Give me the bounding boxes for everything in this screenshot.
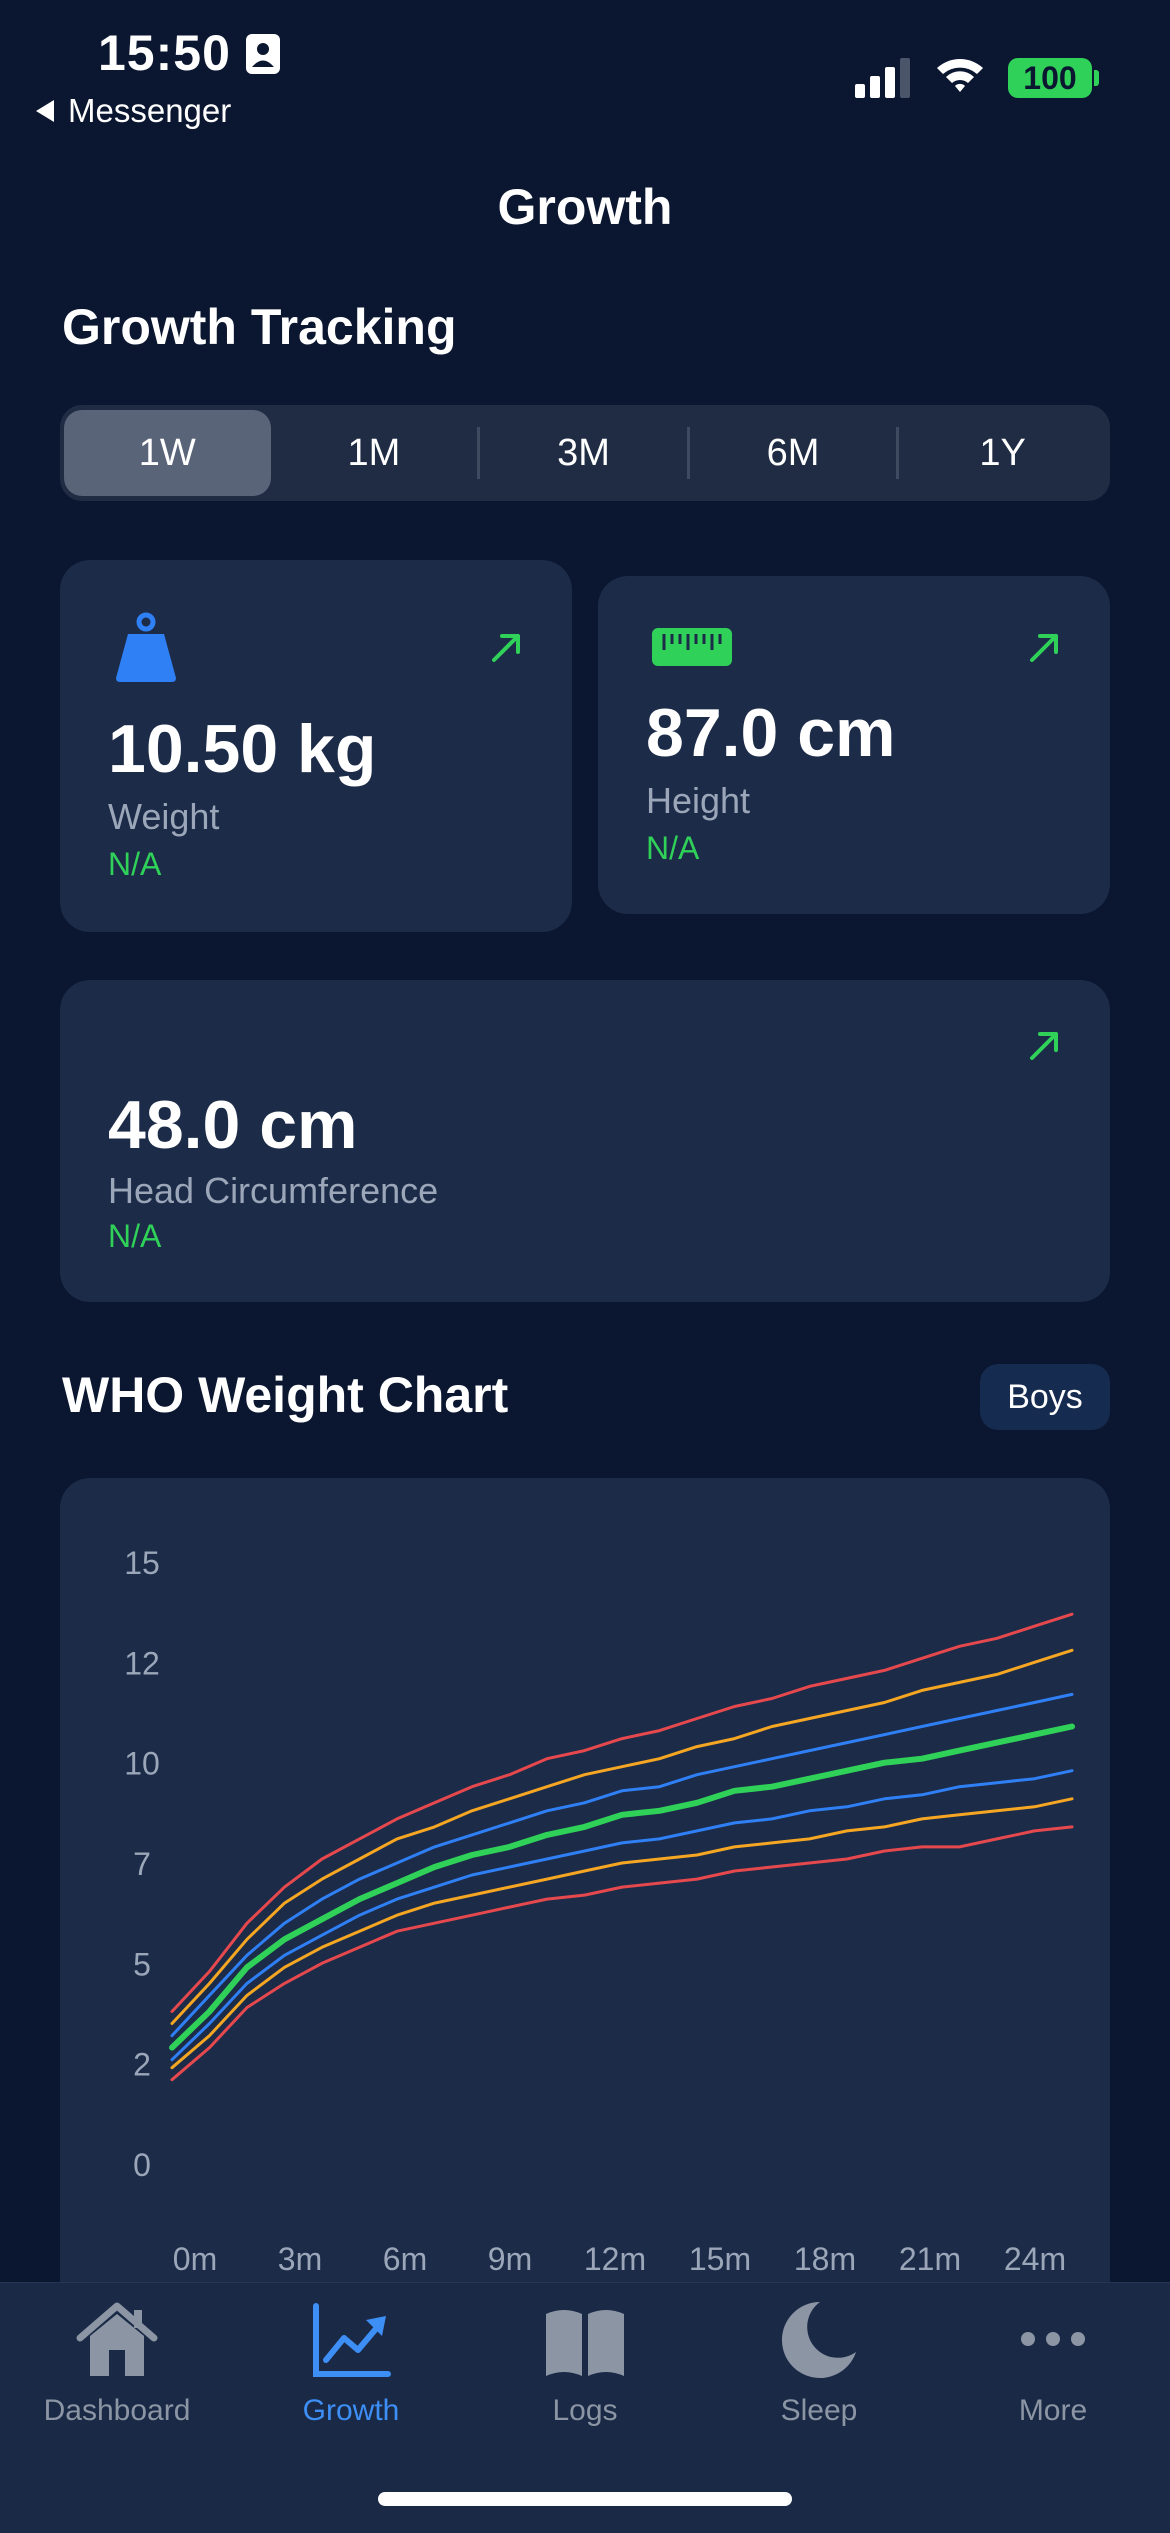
back-triangle-icon bbox=[36, 100, 54, 122]
height-label: Height bbox=[646, 780, 751, 821]
battery-tip bbox=[1094, 70, 1099, 86]
time-range-selector: 1W 1M 3M 6M 1Y bbox=[60, 405, 1110, 501]
tab-logs[interactable]: Logs bbox=[468, 2294, 702, 2428]
tab-bar bbox=[0, 2282, 1170, 2533]
tab-sleep[interactable]: Sleep bbox=[702, 2294, 936, 2428]
back-to-messenger[interactable]: Messenger bbox=[36, 92, 231, 130]
percentile-line-0 bbox=[170, 1825, 1074, 2082]
y-tick-label: 0 bbox=[133, 2147, 151, 2183]
range-1y[interactable]: 1Y bbox=[979, 431, 1026, 474]
height-card[interactable]: 87.0 cm Height N/A bbox=[598, 576, 1110, 914]
tab-label: Growth bbox=[302, 2394, 400, 2427]
x-tick-label: 24m bbox=[1004, 2241, 1066, 2277]
x-tick-label: 0m bbox=[173, 2241, 217, 2277]
percentile-line-5 bbox=[170, 1648, 1074, 2025]
battery-indicator: 100 bbox=[1008, 58, 1092, 98]
x-tick-label: 6m bbox=[383, 2241, 427, 2277]
tab-more[interactable]: More bbox=[936, 2294, 1170, 2428]
head-circumference-card[interactable]: 48.0 cm Head Circumference N/A bbox=[60, 980, 1110, 1302]
y-tick-label: 10 bbox=[124, 1746, 160, 1782]
segment-divider bbox=[477, 427, 481, 479]
weight-card[interactable]: 10.50 kg Weight N/A bbox=[60, 560, 572, 932]
gender-badge[interactable]: Boys bbox=[980, 1364, 1110, 1430]
x-tick-label: 15m bbox=[689, 2241, 751, 2277]
x-tick-label: 21m bbox=[899, 2241, 961, 2277]
weight-change: N/A bbox=[108, 846, 162, 882]
wifi-icon bbox=[937, 59, 983, 92]
x-tick-label: 3m bbox=[278, 2241, 322, 2277]
percentile-line-3 bbox=[169, 1723, 1075, 2051]
x-tick-label: 9m bbox=[488, 2241, 532, 2277]
segment-divider bbox=[896, 427, 900, 479]
moon-icon bbox=[781, 2302, 856, 2378]
tab-growth[interactable]: Growth bbox=[234, 2294, 468, 2428]
home-indicator[interactable] bbox=[378, 2492, 792, 2506]
x-tick-label: 12m bbox=[584, 2241, 646, 2277]
x-tick-label: 18m bbox=[794, 2241, 856, 2277]
range-1m[interactable]: 1M bbox=[347, 431, 401, 474]
chart-icon bbox=[313, 2303, 391, 2377]
back-label: Messenger bbox=[68, 92, 232, 129]
page-title: Growth bbox=[497, 179, 673, 235]
trend-up-arrow-icon bbox=[492, 634, 520, 662]
weight-value: 10.50 kg bbox=[108, 711, 377, 787]
trend-up-arrow-icon bbox=[1030, 634, 1058, 662]
tab-label: More bbox=[1018, 2394, 1088, 2427]
percentile-line-1 bbox=[170, 1797, 1074, 2070]
segment-divider bbox=[686, 427, 690, 479]
height-change: N/A bbox=[646, 830, 700, 866]
weight-label: Weight bbox=[108, 796, 220, 837]
y-tick-label: 7 bbox=[133, 1846, 151, 1882]
percentile-line-2 bbox=[170, 1769, 1074, 2062]
percentile-line-6 bbox=[170, 1612, 1074, 2013]
who-chart-title: WHO Weight Chart bbox=[62, 1367, 509, 1423]
book-icon bbox=[546, 2310, 624, 2376]
range-1w[interactable]: 1W bbox=[64, 410, 271, 496]
ellipsis-icon bbox=[1021, 2332, 1085, 2346]
tab-dashboard[interactable]: Dashboard bbox=[0, 2294, 234, 2428]
head-circumference-label: Head Circumference bbox=[108, 1170, 439, 1211]
height-value: 87.0 cm bbox=[646, 695, 896, 771]
y-tick-label: 12 bbox=[124, 1645, 160, 1681]
status-time: 15:50 bbox=[98, 25, 231, 81]
ruler-icon bbox=[652, 628, 732, 666]
cellular-signal-icon bbox=[855, 58, 910, 98]
trend-up-arrow-icon bbox=[1030, 1032, 1058, 1060]
y-tick-label: 2 bbox=[133, 2047, 151, 2083]
range-3m[interactable]: 3M bbox=[557, 431, 610, 474]
who-weight-chart: 15 12 10 7 5 2 0 0m 3m 6m 9m 12m 15m 18m 21m 24m bbox=[124, 1545, 1075, 2277]
range-6m[interactable]: 6M bbox=[766, 431, 820, 474]
house-icon bbox=[76, 2302, 158, 2376]
y-tick-label: 15 bbox=[124, 1545, 160, 1581]
y-tick-label: 5 bbox=[133, 1946, 151, 1982]
head-circumference-value: 48.0 cm bbox=[108, 1087, 358, 1163]
tab-label: Logs bbox=[552, 2394, 618, 2427]
percentile-line-4 bbox=[170, 1692, 1074, 2038]
tab-label: Sleep bbox=[780, 2394, 858, 2427]
contact-card-icon bbox=[246, 34, 280, 74]
growth-tracking-title: Growth Tracking bbox=[62, 299, 457, 355]
tab-label: Dashboard bbox=[43, 2394, 191, 2427]
head-circumference-change: N/A bbox=[108, 1218, 162, 1254]
weight-icon bbox=[116, 612, 176, 682]
who-chart-card: 15 12 10 7 5 2 0 0m 3m 6m 9m 12m 15m 18m 21m 24m bbox=[60, 1478, 1110, 2378]
